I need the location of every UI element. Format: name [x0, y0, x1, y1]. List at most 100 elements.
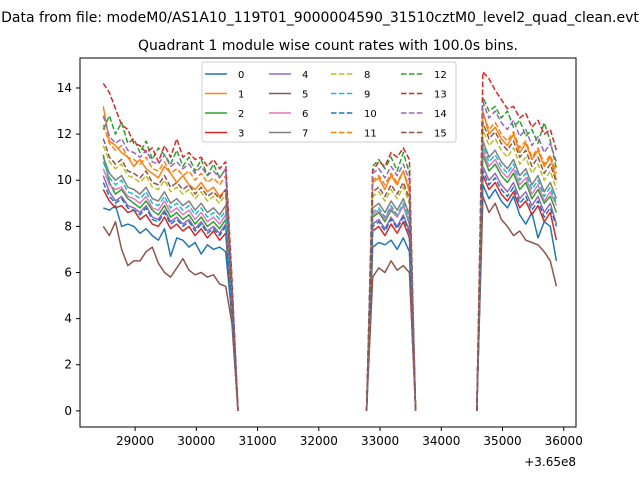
legend-item: 6 [269, 109, 308, 120]
legend-item: 0 [205, 70, 244, 81]
legend-item: 8 [331, 70, 370, 81]
series-line-4 [476, 165, 558, 411]
series-4 [102, 165, 558, 411]
series-line-14 [476, 101, 558, 411]
series-8 [102, 128, 558, 411]
series-line-6 [476, 149, 558, 411]
series-1 [102, 106, 558, 411]
series-line-1 [102, 106, 239, 411]
legend-item: 3 [205, 129, 244, 140]
series-line-13 [476, 71, 558, 411]
legend-item: 14 [401, 109, 447, 120]
legend-label: 4 [302, 70, 308, 81]
series-line-10 [365, 216, 417, 411]
series-line-7 [102, 156, 239, 411]
x-tick-label: 35000 [483, 434, 521, 448]
legend-label: 11 [364, 129, 377, 140]
legend-item: 7 [269, 129, 308, 140]
series-line-0 [365, 237, 417, 411]
series-line-11 [476, 112, 558, 411]
series-13 [102, 71, 558, 411]
series-3 [102, 174, 558, 411]
series-11 [102, 112, 558, 411]
y-tick-label: 2 [64, 358, 72, 372]
series-line-8 [476, 128, 558, 411]
x-tick-label: 32000 [300, 434, 338, 448]
series-layer [102, 71, 558, 411]
legend-label: 2 [238, 109, 244, 120]
legend-item: 5 [269, 90, 308, 101]
series-7 [102, 140, 558, 411]
series-10 [102, 170, 558, 411]
x-tick-label: 33000 [361, 434, 399, 448]
x-tick-label: 34000 [422, 434, 460, 448]
series-5 [102, 195, 558, 411]
series-line-1 [476, 110, 558, 411]
series-line-4 [102, 175, 239, 411]
series-line-14 [102, 115, 239, 411]
legend-label: 10 [364, 109, 377, 120]
series-line-4 [365, 214, 417, 411]
series-line-3 [476, 174, 558, 411]
series-line-13 [365, 147, 417, 411]
legend-label: 1 [238, 90, 244, 101]
series-12 [102, 96, 558, 411]
legend-label: 8 [364, 70, 370, 81]
legend-item: 4 [269, 70, 308, 81]
x-offset-label: +3.65e8 [524, 455, 576, 469]
x-axis: 29000 30000 31000 32000 33000 34000 35000 36000 [116, 427, 583, 448]
series-line-7 [476, 140, 558, 411]
legend-label: 3 [238, 129, 244, 140]
series-line-5 [476, 195, 558, 411]
series-line-9 [365, 202, 417, 411]
series-15 [102, 121, 558, 411]
legend-label: 15 [434, 129, 447, 140]
series-line-6 [102, 168, 239, 411]
legend-item: 13 [401, 90, 447, 101]
legend-item: 10 [331, 109, 377, 120]
x-tick-label: 36000 [545, 434, 583, 448]
chart-suptitle: Data from file: modeM0/AS1A10_119T01_900… [1, 10, 639, 26]
series-line-11 [102, 124, 239, 411]
series-line-5 [365, 260, 417, 411]
series-line-1 [365, 170, 417, 411]
legend-item: 2 [205, 109, 244, 120]
legend-item: 11 [331, 129, 377, 140]
legend-item: 9 [331, 90, 370, 101]
chart-title: Quadrant 1 module wise count rates with … [138, 38, 518, 54]
y-tick-label: 4 [64, 312, 72, 326]
legend-label: 0 [238, 70, 244, 81]
legend-item: 1 [205, 90, 244, 101]
legend-label: 6 [302, 109, 308, 120]
legend-label: 12 [434, 70, 447, 81]
series-line-10 [102, 182, 239, 411]
series-line-12 [476, 96, 558, 411]
series-line-2 [102, 154, 239, 411]
series-line-15 [102, 138, 239, 411]
y-tick-label: 10 [57, 173, 72, 187]
series-line-8 [102, 145, 239, 411]
series-line-8 [365, 186, 417, 411]
series-line-10 [476, 170, 558, 411]
x-tick-label: 31000 [238, 434, 276, 448]
y-axis: 0 2 4 6 8 10 12 14 [57, 81, 80, 418]
y-tick-label: 14 [57, 81, 72, 95]
y-tick-label: 0 [64, 404, 72, 418]
x-tick-label: 29000 [116, 434, 154, 448]
plot-frame [79, 57, 577, 428]
legend-label: 5 [302, 90, 308, 101]
series-line-9 [102, 161, 239, 411]
series-line-3 [102, 189, 239, 411]
series-line-3 [365, 220, 417, 411]
series-line-15 [476, 121, 558, 411]
series-line-11 [365, 170, 417, 411]
y-tick-label: 12 [57, 127, 72, 141]
series-line-14 [365, 163, 417, 411]
series-line-15 [365, 181, 417, 411]
series-0 [103, 184, 558, 411]
series-line-0 [103, 204, 239, 411]
legend-item: 15 [401, 129, 447, 140]
series-line-13 [102, 82, 239, 411]
